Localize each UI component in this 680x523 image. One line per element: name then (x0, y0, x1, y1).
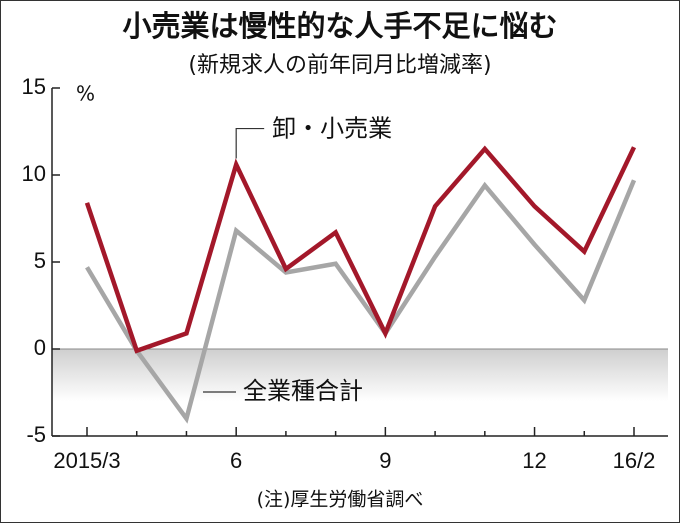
annotation-leader (235, 127, 265, 159)
chart-title: 小売業は慢性的な人手不足に悩む (122, 9, 557, 43)
y-tick-label: 0 (34, 335, 46, 360)
series-line (85, 179, 637, 424)
y-tick-label: 10 (22, 161, 46, 186)
y-tick-label: -5 (26, 422, 46, 447)
x-tick-label: 12 (522, 448, 546, 473)
series-label: 全業種合計 (243, 377, 363, 405)
series-label: 卸・小売業 (272, 115, 392, 143)
series-line (84, 145, 637, 354)
y-unit: % (76, 82, 95, 106)
chart-subtitle: (新規求人の前年同月比増減率) (188, 53, 491, 78)
x-tick-label: 6 (230, 448, 242, 473)
x-tick-label: 9 (379, 448, 391, 473)
x-tick-label: 2015/3 (53, 448, 120, 473)
source-note: (注)厚生労働省調べ (257, 489, 424, 511)
y-tick-label: 15 (22, 74, 46, 99)
y-tick-label: 5 (34, 248, 46, 273)
x-tick-label: 16/2 (613, 448, 656, 473)
